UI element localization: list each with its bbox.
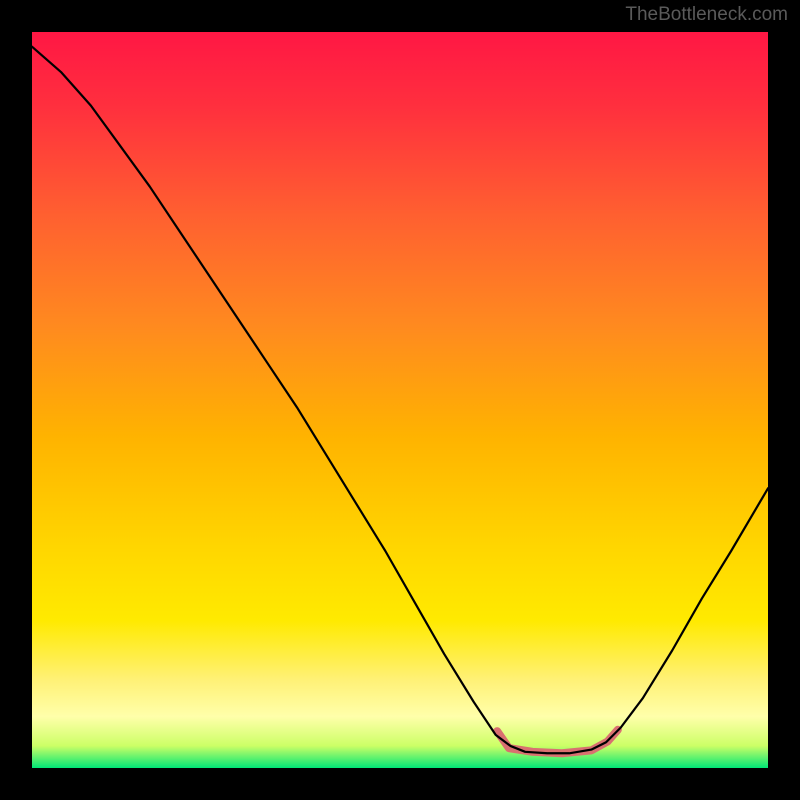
accent-mark xyxy=(497,730,618,754)
attribution-text: TheBottleneck.com xyxy=(625,4,788,26)
curve-layer xyxy=(32,32,768,768)
plot-area xyxy=(32,32,768,768)
bottleneck-curve xyxy=(32,47,768,754)
